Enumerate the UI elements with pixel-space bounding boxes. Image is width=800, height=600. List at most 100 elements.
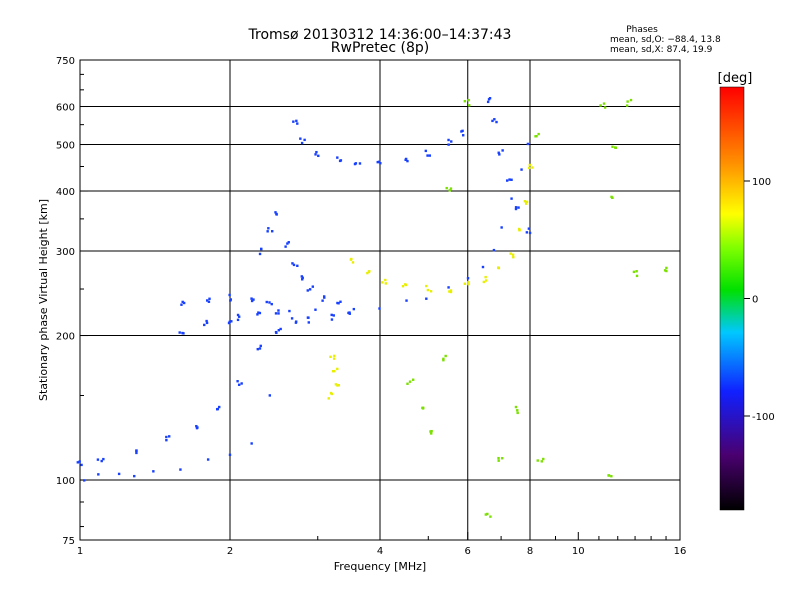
- data-point: [447, 138, 450, 142]
- data-point: [536, 459, 539, 462]
- data-point: [277, 312, 280, 315]
- data-point: [406, 159, 409, 163]
- data-point: [296, 122, 299, 125]
- data-point: [268, 394, 272, 397]
- data-point: [505, 179, 509, 182]
- data-point: [76, 461, 80, 464]
- data-point: [534, 135, 537, 138]
- data-point: [366, 271, 369, 275]
- data-point: [509, 252, 512, 255]
- data-point: [291, 262, 294, 265]
- data-point: [614, 146, 618, 149]
- data-point: [531, 166, 534, 169]
- data-point: [426, 154, 429, 157]
- data-point: [351, 261, 355, 264]
- data-point: [292, 263, 296, 267]
- data-point: [100, 459, 103, 463]
- data-point: [256, 347, 259, 351]
- data-point: [426, 288, 430, 292]
- data-point: [256, 313, 259, 316]
- data-point: [497, 151, 500, 154]
- data-point: [258, 252, 262, 256]
- colorbar-label: [deg]: [718, 71, 753, 86]
- data-point: [632, 270, 636, 274]
- data-point: [525, 200, 529, 204]
- data-point: [179, 468, 182, 471]
- data-point: [495, 120, 498, 124]
- data-point: [259, 344, 262, 348]
- data-point: [333, 354, 336, 358]
- y-tick-label: 500: [56, 141, 75, 152]
- data-point: [408, 380, 412, 383]
- data-point: [258, 347, 262, 350]
- data-point: [203, 323, 206, 327]
- data-point: [378, 307, 381, 310]
- data-point: [274, 330, 278, 334]
- data-point: [497, 266, 500, 269]
- data-point: [448, 189, 451, 192]
- data-point: [250, 299, 254, 303]
- data-point: [663, 269, 667, 272]
- x-tick-label: 8: [527, 546, 533, 557]
- data-point: [80, 463, 83, 467]
- data-point: [527, 227, 531, 230]
- data-point: [178, 331, 181, 334]
- data-point: [237, 315, 241, 318]
- stats-line-x: mean, sd,X: 87.4, 19.9: [610, 45, 713, 55]
- data-point: [332, 357, 336, 360]
- data-point: [215, 408, 219, 411]
- data-point: [484, 275, 487, 279]
- x-tick-label: 2: [227, 546, 233, 557]
- data-point: [424, 149, 428, 153]
- data-point: [492, 248, 496, 252]
- data-point: [516, 409, 519, 412]
- data-point: [329, 355, 332, 359]
- data-point: [358, 162, 362, 165]
- data-point: [368, 270, 371, 273]
- data-point: [449, 289, 453, 292]
- data-point: [501, 457, 504, 460]
- x-tick-label: 6: [465, 546, 471, 557]
- data-point: [133, 474, 136, 478]
- data-point: [376, 160, 379, 164]
- data-point: [493, 118, 496, 121]
- chart-title: Tromsø 20130312 14:36:00–14:37:43: [248, 27, 512, 43]
- y-tick-label: 600: [56, 103, 75, 114]
- data-point: [287, 241, 290, 244]
- data-point: [339, 300, 342, 303]
- data-point: [257, 311, 260, 314]
- data-point: [448, 290, 451, 293]
- data-point: [97, 473, 100, 476]
- data-point: [270, 302, 273, 306]
- colorbar-tick-label: -100: [752, 412, 775, 423]
- data-point: [635, 274, 639, 278]
- data-point: [311, 285, 315, 288]
- data-point: [629, 98, 633, 102]
- data-point: [206, 458, 210, 461]
- data-point: [336, 384, 339, 387]
- data-point: [442, 358, 445, 362]
- data-point: [314, 308, 317, 311]
- data-point: [336, 156, 339, 159]
- data-point: [626, 100, 629, 103]
- data-point: [288, 309, 291, 313]
- data-point: [207, 300, 211, 303]
- data-point: [165, 438, 168, 442]
- data-point: [428, 154, 432, 157]
- data-point: [603, 106, 607, 109]
- data-point: [180, 303, 183, 306]
- data-point: [301, 278, 304, 281]
- data-point: [117, 472, 121, 476]
- data-point: [430, 429, 433, 433]
- data-point: [294, 321, 298, 324]
- data-point: [277, 309, 280, 312]
- data-point: [501, 149, 504, 152]
- data-point: [271, 230, 274, 233]
- x-axis-label: Frequency [MHz]: [334, 560, 426, 573]
- data-point: [228, 293, 231, 297]
- data-point: [512, 255, 515, 259]
- data-point: [330, 392, 334, 396]
- data-point: [482, 280, 486, 284]
- data-point: [250, 297, 253, 300]
- data-point: [196, 426, 199, 429]
